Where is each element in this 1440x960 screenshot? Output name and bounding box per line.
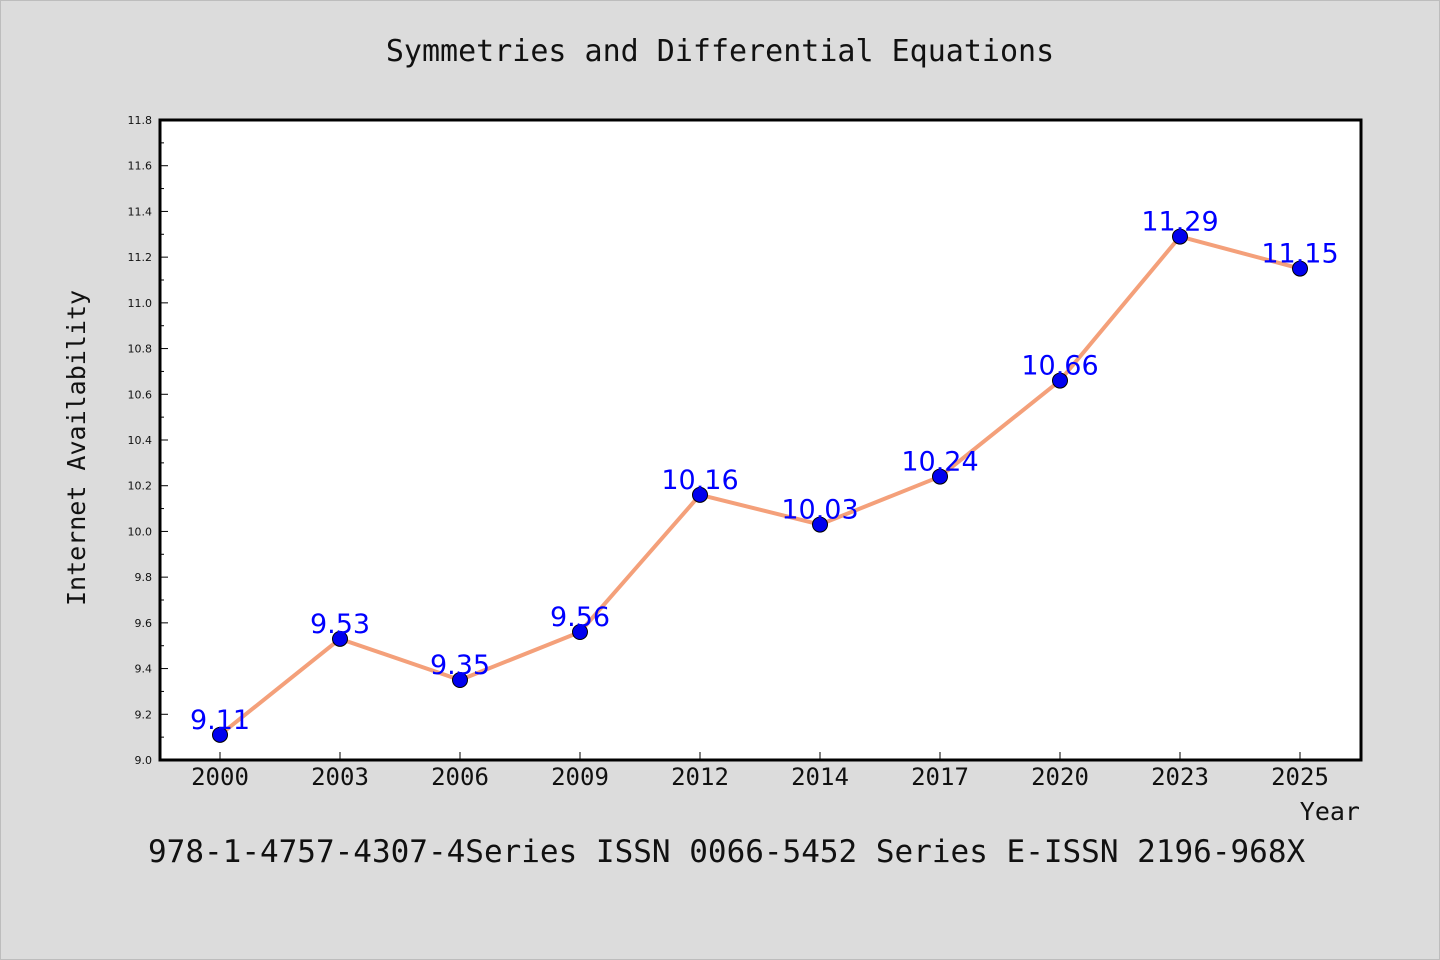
data-point [932,468,948,485]
data-point [1172,228,1188,245]
y-tick-label: 9.4 [135,663,153,676]
y-tick-label: 11.0 [128,297,153,310]
data-label: 10.66 [1021,351,1098,382]
data-point [452,672,468,688]
data-point [692,486,708,503]
x-tick-label: 2023 [1151,763,1209,791]
series-line [218,234,1302,737]
y-tick-label: 10.8 [128,343,153,356]
data-label: 10.16 [661,465,738,496]
data-point [812,516,828,533]
plot-area [160,120,1361,760]
y-tick-label: 9.2 [135,708,153,721]
y-axis-label: Internet Availability [62,290,91,606]
y-tick-label: 9.8 [135,571,153,584]
y-tick-label: 10.4 [128,434,153,447]
y-tick-label: 9.0 [135,754,153,767]
footer-isbn-issn: 978-1-4757-4307-4Series ISSN 0066-5452 S… [148,834,1306,870]
y-tick-label: 11.6 [128,160,153,173]
y-tick-label: 9.6 [135,617,153,630]
x-tick-label: 2025 [1271,763,1329,791]
data-point [1052,372,1068,389]
data-point [572,624,588,640]
data-label: 11.29 [1141,207,1218,238]
x-tick-label: 2003 [311,763,369,791]
y-tick-label: 11.2 [128,251,153,264]
y-tick-label: 10.0 [128,525,153,538]
data-label: 10.03 [781,495,858,526]
y-tick-label: 10.2 [128,480,153,493]
y-axis: 9.0 9.2 9.4 9.6 9.8 10.0 10.2 10.4 10.6 10.8 11.0 1… [128,114,168,767]
y-tick-label: 11.4 [128,205,153,218]
data-label: 9.35 [430,650,490,681]
data-label: 9.11 [190,705,250,736]
x-tick-label: 2017 [911,763,969,791]
data-label: 10.24 [901,447,978,478]
x-tick-label: 2000 [191,763,249,791]
data-point [1292,260,1308,277]
y-tick-label: 10.6 [128,388,153,401]
data-points [212,228,1308,743]
plot-border [158,118,1363,762]
x-tick-label: 2009 [551,763,609,791]
data-label: 9.56 [550,602,610,633]
chart-title: Symmetries and Differential Equations [385,34,1055,69]
data-label: 11.15 [1261,239,1338,270]
x-tick-label: 2014 [791,763,849,791]
data-label: 9.53 [310,609,370,640]
data-labels: 9.11 9.53 9.35 9.56 10.16 10.03 10.24 10.66 11.2… [190,207,1339,736]
x-tick-label: 2020 [1031,763,1089,791]
y-tick-label: 11.8 [128,114,153,127]
data-point [332,630,348,647]
x-tick-label: 2012 [671,763,729,791]
x-axis-label: Year [1300,797,1360,826]
x-axis: 2000 2003 2006 2009 2012 2014 2017 2020 2023 2025 [191,752,1329,791]
x-tick-label: 2006 [431,763,489,791]
data-point [212,726,228,743]
